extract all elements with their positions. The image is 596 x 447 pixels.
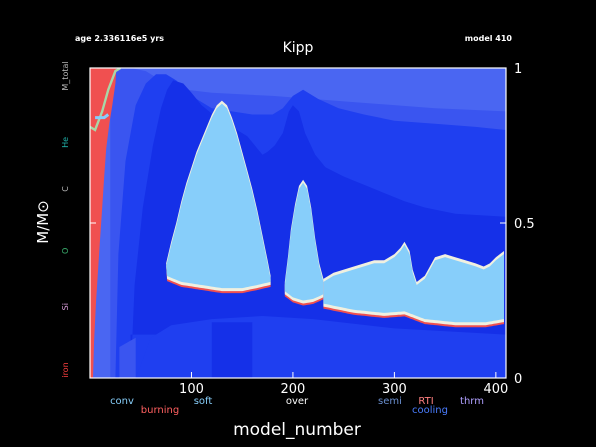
central-core-band (211, 322, 253, 378)
age-label: age 2.336116e5 yrs (75, 34, 164, 43)
right-tick-label: 1 (514, 62, 522, 77)
left-label: Si (61, 303, 70, 310)
legend-item: over (286, 396, 309, 407)
left-label: iron (61, 362, 70, 377)
convective-zone-2 (284, 182, 324, 301)
chart-title: Kipp (283, 40, 314, 56)
legend-item: burning (141, 405, 179, 416)
convective-zone-3 (323, 244, 504, 323)
left-label: O (61, 248, 70, 254)
left-label: M_total (61, 61, 70, 90)
right-tick-label: 0.5 (514, 217, 535, 232)
central-layer (119, 337, 136, 378)
legend-item: soft (194, 396, 213, 407)
left-label: He (61, 137, 70, 148)
x-tick-label: 300 (382, 382, 407, 397)
x-tick-label: 400 (483, 382, 508, 397)
convective-zone-1 (166, 103, 271, 289)
legend-item: semi (378, 396, 402, 407)
burning-region (90, 68, 117, 378)
y-axis-label: M/M⊙ (34, 200, 52, 244)
right-tick-label: 0 (514, 372, 522, 387)
legend-item: thrm (460, 396, 484, 407)
x-axis-label: model_number (233, 420, 361, 440)
he-boundary-line (90, 68, 122, 132)
legend-item: RTI (418, 396, 433, 407)
legend-item: cooling (412, 405, 448, 416)
plot-area (90, 68, 506, 378)
x-tick-label: 100 (179, 382, 204, 397)
x-tick-label: 200 (281, 382, 306, 397)
left-label: C (61, 186, 70, 192)
model-label: model 410 (465, 34, 513, 43)
legend-item: conv (110, 396, 134, 407)
he-convective-sliver (95, 113, 110, 120)
